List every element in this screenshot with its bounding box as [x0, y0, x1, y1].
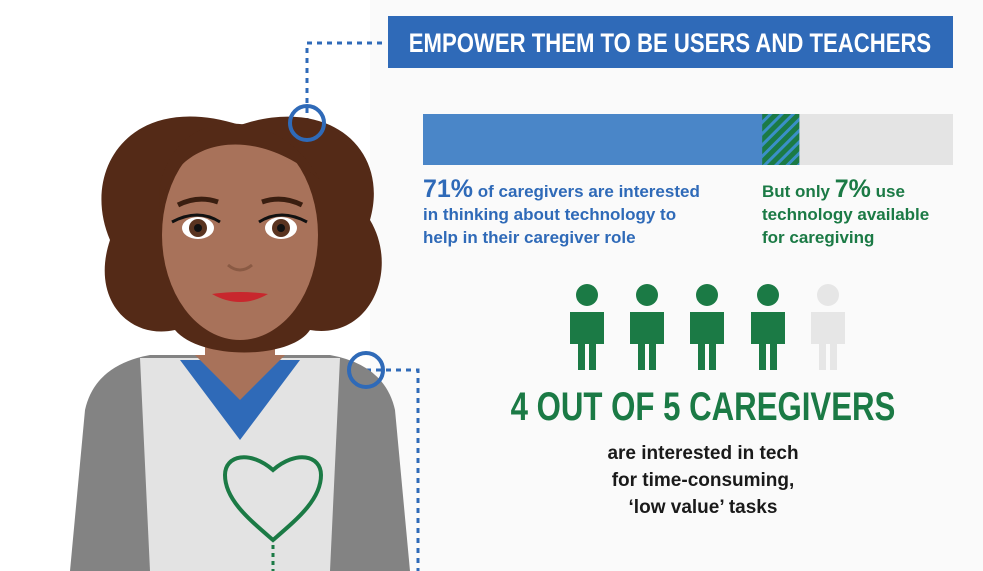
panel-bg [370, 0, 983, 571]
interested-line: help in their caregiver role [423, 228, 636, 247]
people-headline: 4 OUT OF 5 CAREGIVERS [511, 384, 896, 429]
use-text: technology available [762, 205, 929, 224]
use-line: for caregiving [762, 228, 874, 247]
interested-line: in thinking about technology to [423, 205, 676, 224]
use-text: But only 7% use [762, 175, 905, 203]
people-text: ‘low value’ tasks [629, 497, 778, 518]
use-label: 7% [835, 175, 871, 203]
header-title: EMPOWER THEM TO BE USERS AND TEACHERS [409, 29, 931, 59]
use-line: use [876, 182, 905, 201]
use-text: for caregiving [762, 228, 874, 247]
use-line: technology available [762, 205, 929, 224]
interested-text: in thinking about technology to [423, 205, 676, 224]
header-bg [388, 16, 953, 68]
people-text: are interested in tech [607, 443, 798, 464]
illustration [70, 41, 420, 571]
interested-text: help in their caregiver role [423, 228, 636, 247]
interested-text: 71% of caregivers are interested [423, 175, 700, 203]
people-text: for time-consuming, [612, 470, 795, 491]
use-prefix: But only [762, 182, 831, 201]
bar-interested [423, 114, 800, 165]
bar-use [762, 114, 800, 165]
people-icons [570, 284, 845, 370]
interested-label: 71% [423, 175, 473, 203]
interested-line: of caregivers are interested [478, 182, 700, 201]
